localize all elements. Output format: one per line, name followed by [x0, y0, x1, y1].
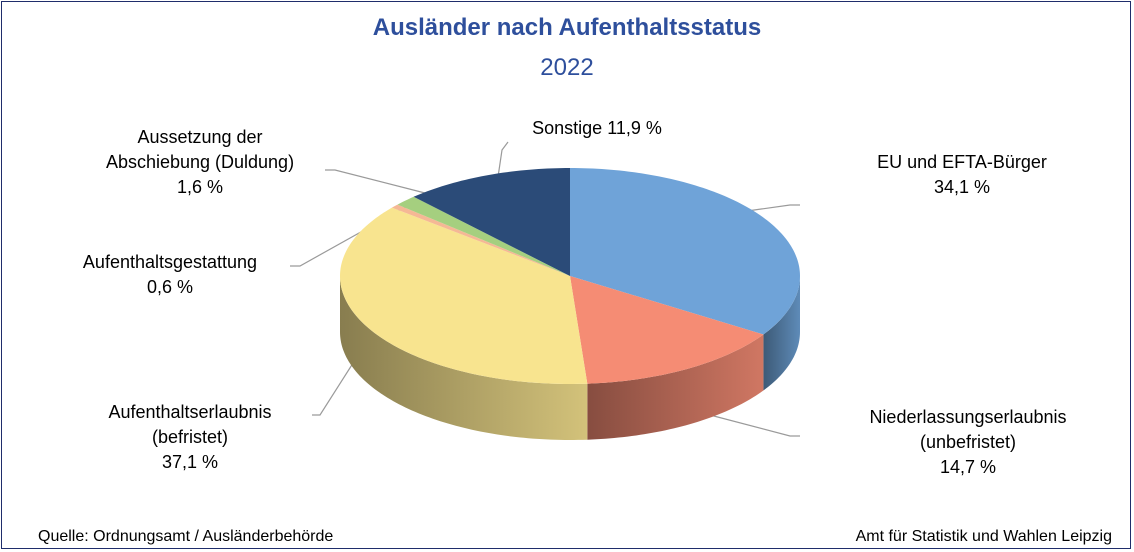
slice-label: EU und EFTA-Bürger 34,1 %	[842, 150, 1082, 200]
value-label: 11,9 %	[607, 118, 662, 138]
slice-label: Aufenthaltserlaubnis (befristet) 37,1 %	[80, 400, 300, 475]
slice	[413, 168, 570, 276]
chart-subtitle: 2022	[540, 54, 594, 81]
slice-label: Sonstige 11,9 %	[477, 116, 717, 141]
category-label: Aufenthaltsgestattung	[82, 252, 258, 272]
slice-side	[340, 276, 588, 440]
slice	[397, 196, 570, 276]
value-label: 37,1 %	[161, 452, 219, 472]
leader-line	[739, 204, 800, 213]
slice	[570, 168, 800, 335]
category-label: Niederlassungserlaubnis (unbefristet)	[869, 407, 1067, 452]
leader-line	[325, 169, 426, 194]
category-label: Aufenthaltserlaubnis (befristet)	[108, 402, 272, 447]
category-label: Aussetzung der Abschiebung (Duldung)	[105, 127, 295, 172]
chart-title: Ausländer nach Aufenthaltsstatus	[372, 14, 762, 41]
value-label: 1,6 %	[176, 177, 224, 197]
slice-side	[587, 334, 764, 440]
category-label: EU und EFTA-Bürger	[877, 152, 1047, 172]
value-label: 14,7 %	[939, 457, 997, 477]
slice-label: Aufenthaltsgestattung 0,6 %	[50, 250, 290, 300]
leader-line	[497, 141, 509, 178]
leader-line	[709, 414, 800, 437]
value-label: 0,6 %	[146, 277, 194, 297]
category-label: Sonstige	[532, 118, 603, 138]
slice	[391, 204, 570, 276]
slice	[570, 276, 764, 384]
slice-label: Niederlassungserlaubnis (unbefristet) 14,…	[848, 405, 1088, 480]
value-label: 34,1 %	[933, 177, 991, 197]
slice	[340, 207, 588, 384]
slice-label: Aussetzung der Abschiebung (Duldung) 1,6 …	[93, 125, 308, 200]
leader-line	[312, 359, 356, 416]
slice-side	[763, 276, 800, 391]
source: Quelle: Ordnungsamt / Ausländerbehörde	[38, 528, 334, 545]
credit: Amt für Statistik und Wahlen Leipzig	[855, 528, 1112, 545]
